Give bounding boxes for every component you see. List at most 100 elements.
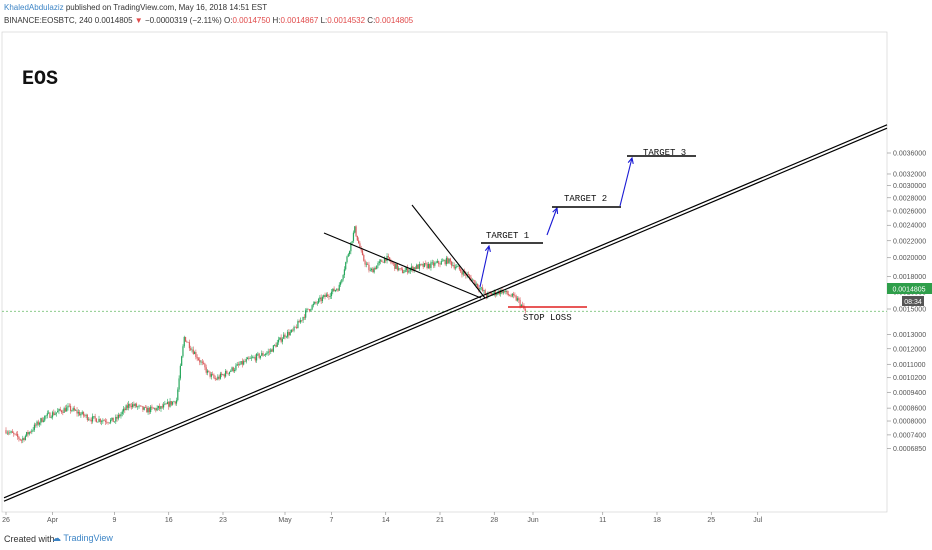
candle-body xyxy=(195,352,197,357)
candle-body xyxy=(89,419,91,421)
candle-body xyxy=(210,374,212,377)
candle-body xyxy=(162,404,165,408)
candle-body xyxy=(425,263,427,264)
time-tick-label: 14 xyxy=(382,517,390,524)
candle-body xyxy=(110,419,112,423)
candle-body xyxy=(422,263,424,267)
rising-trendline[interactable] xyxy=(3,124,888,499)
candle-body xyxy=(204,363,206,368)
candle-body xyxy=(395,264,397,269)
candle-body xyxy=(98,418,100,422)
tradingview-logo[interactable]: ☁ TradingView xyxy=(52,533,113,544)
candle-body xyxy=(155,408,157,411)
candle-body xyxy=(307,308,309,310)
candle-body xyxy=(106,421,108,423)
time-tick-label: 9 xyxy=(113,517,117,524)
price-chart[interactable]: TARGET 1 TARGET 2 TARGET 3 STOP LOSS 0.0036… xyxy=(0,0,932,530)
candle-body xyxy=(265,354,267,355)
candle-body xyxy=(343,269,346,276)
candle-body xyxy=(102,420,104,422)
candle-body xyxy=(99,418,101,422)
candle-body xyxy=(235,365,237,370)
candle-body xyxy=(478,287,480,290)
candle-body xyxy=(461,271,463,275)
candle-body xyxy=(175,400,178,404)
target-arrowhead-icon xyxy=(627,156,634,164)
candle-body xyxy=(223,374,225,377)
candle-body xyxy=(18,436,20,439)
candle-body xyxy=(133,404,135,406)
candle-body xyxy=(31,430,33,433)
candle-body xyxy=(443,260,445,261)
rising-trendline[interactable] xyxy=(3,127,888,502)
candle-body xyxy=(293,326,295,331)
candle-body xyxy=(457,266,459,267)
candle-body xyxy=(289,331,291,336)
candle-body xyxy=(522,304,524,306)
wedge-upper-line[interactable] xyxy=(411,204,486,299)
candle-body xyxy=(121,411,123,414)
candle-body xyxy=(387,256,389,258)
price-axis[interactable]: 0.0036000 0.0032000 0.0030000 0.0028000 0.00… xyxy=(887,151,926,454)
candle-body xyxy=(310,309,312,311)
price-change: −0.0000319 (−2.11%) xyxy=(144,16,222,25)
candle-body xyxy=(108,422,110,424)
candle-body xyxy=(76,410,78,414)
high-value: 0.0014867 xyxy=(280,16,319,25)
candle-body xyxy=(168,401,170,407)
candle-body xyxy=(6,432,8,434)
candle-body xyxy=(279,337,281,340)
candle-body xyxy=(177,389,179,401)
candle-body xyxy=(36,421,38,426)
candle-body xyxy=(248,357,250,359)
candle-body xyxy=(130,405,132,408)
candle-body xyxy=(487,292,489,297)
countdown-label: 08:34 xyxy=(904,299,922,306)
author-link[interactable]: KhaledAbdulaziz xyxy=(4,3,64,12)
target-arrow[interactable] xyxy=(546,207,558,236)
candle-body xyxy=(327,294,329,297)
price-tick-label: 0.0008600 xyxy=(893,406,926,413)
candle-body xyxy=(370,268,373,271)
candle-body xyxy=(275,344,277,347)
candle-body xyxy=(129,403,131,406)
price-tick-label: 0.0006850 xyxy=(893,446,926,453)
target-arrow[interactable] xyxy=(619,157,633,207)
candle-body xyxy=(445,257,448,265)
time-tick-label: 18 xyxy=(653,517,661,524)
candle-body xyxy=(124,408,126,411)
time-tick-label: 23 xyxy=(219,517,227,524)
wedge-lower-line[interactable] xyxy=(323,232,482,299)
candle-body xyxy=(147,407,149,413)
candle-body xyxy=(454,267,457,269)
candle-body xyxy=(32,429,34,431)
candle-body xyxy=(359,243,361,249)
candle-body xyxy=(144,407,147,408)
target-arrow[interactable] xyxy=(479,245,490,288)
symbol-label[interactable]: BINANCE:EOSBTC, 240 xyxy=(4,16,93,25)
candle-body xyxy=(404,270,406,273)
candle-body xyxy=(284,334,286,337)
candle-body xyxy=(261,353,263,356)
candle-body xyxy=(272,345,274,352)
candle-body xyxy=(22,438,24,441)
target-arrowhead-icon xyxy=(552,206,559,215)
price-tick-label: 0.0022000 xyxy=(893,238,926,245)
candle-body xyxy=(111,417,113,420)
candle-body xyxy=(292,329,294,331)
candle-body xyxy=(298,321,300,323)
candle-body xyxy=(382,261,384,263)
candle-body xyxy=(515,296,517,301)
candle-body xyxy=(519,299,521,307)
candle-body xyxy=(399,268,401,269)
candle-body xyxy=(206,370,209,373)
candle-body xyxy=(389,257,391,261)
candle-body xyxy=(324,295,326,297)
close-value: 0.0014805 xyxy=(375,16,414,25)
candle-body xyxy=(40,418,42,423)
time-axis[interactable]: 26 Apr 9 16 23 May 7 14 21 28 Jun 11 18 25 Jul xyxy=(2,512,763,524)
price-tick-label: 0.0011000 xyxy=(893,362,926,369)
publish-info: published on TradingView.com, May 16, 20… xyxy=(63,3,268,12)
candle-body xyxy=(29,431,32,433)
candle-body xyxy=(290,329,293,332)
